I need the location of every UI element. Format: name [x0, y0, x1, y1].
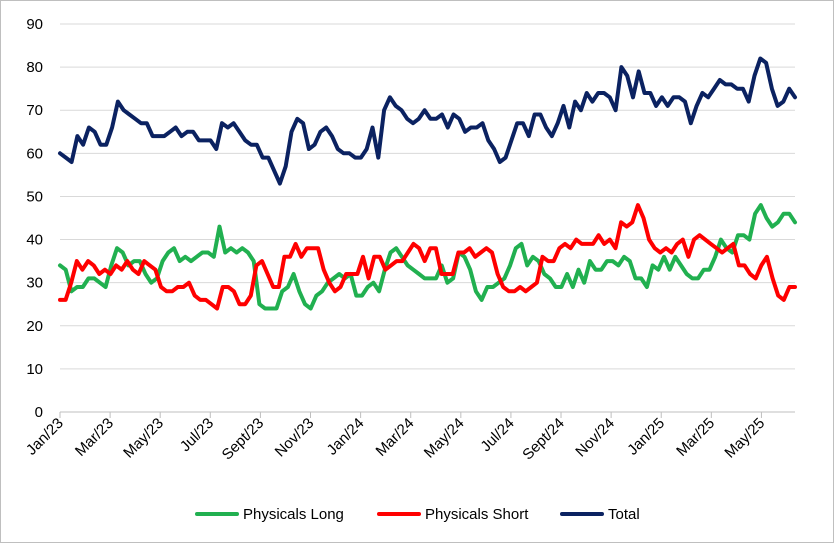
x-tick-label: Jan/25: [624, 415, 668, 459]
legend: Physicals Long Physicals Short Total: [195, 506, 640, 523]
series-line-1: [58, 203, 797, 311]
x-tick-label: Sept/23: [219, 415, 268, 464]
x-tick-label: Nov/24: [572, 415, 618, 461]
x-tick-label: Sept/24: [519, 415, 568, 464]
legend-label: Total: [608, 506, 640, 523]
series-lines: [58, 56, 797, 311]
y-tick-label: 30: [26, 275, 43, 292]
y-tick-label: 50: [26, 188, 43, 205]
x-tick-label: Nov/23: [272, 415, 318, 461]
x-tick-label: Jul/23: [177, 415, 217, 455]
series-line-0: [58, 203, 797, 311]
y-axis: 0 10 20 30 40 50 60 70 80 90: [26, 16, 43, 421]
series-line-2: [58, 56, 797, 186]
y-tick-label: 90: [26, 16, 43, 33]
y-tick-label: 10: [26, 361, 43, 378]
x-tick-label: Jan/24: [324, 415, 368, 459]
y-tick-label: 0: [35, 404, 43, 421]
x-tick-label: May/24: [421, 415, 468, 462]
y-tick-label: 40: [26, 232, 43, 249]
x-tick-label: Mar/25: [673, 415, 718, 460]
x-tick-label: Mar/24: [373, 415, 418, 460]
y-tick-label: 20: [26, 318, 43, 335]
grid-lines: [60, 23, 795, 370]
y-tick-label: 80: [26, 59, 43, 76]
legend-label: Physicals Long: [243, 506, 344, 523]
y-tick-label: 70: [26, 102, 43, 119]
legend-label: Physicals Short: [425, 506, 529, 523]
x-tick-label: May/25: [721, 415, 768, 462]
x-tick-label: May/23: [120, 415, 167, 462]
x-tick-label: Mar/23: [72, 415, 117, 460]
y-tick-label: 60: [26, 145, 43, 162]
x-axis: Jan/23 Mar/23 May/23 Jul/23 Sept/23 Nov/23 Jan…: [23, 411, 795, 464]
x-tick-label: Jul/24: [477, 415, 517, 455]
x-tick-label: Jan/23: [23, 415, 67, 459]
